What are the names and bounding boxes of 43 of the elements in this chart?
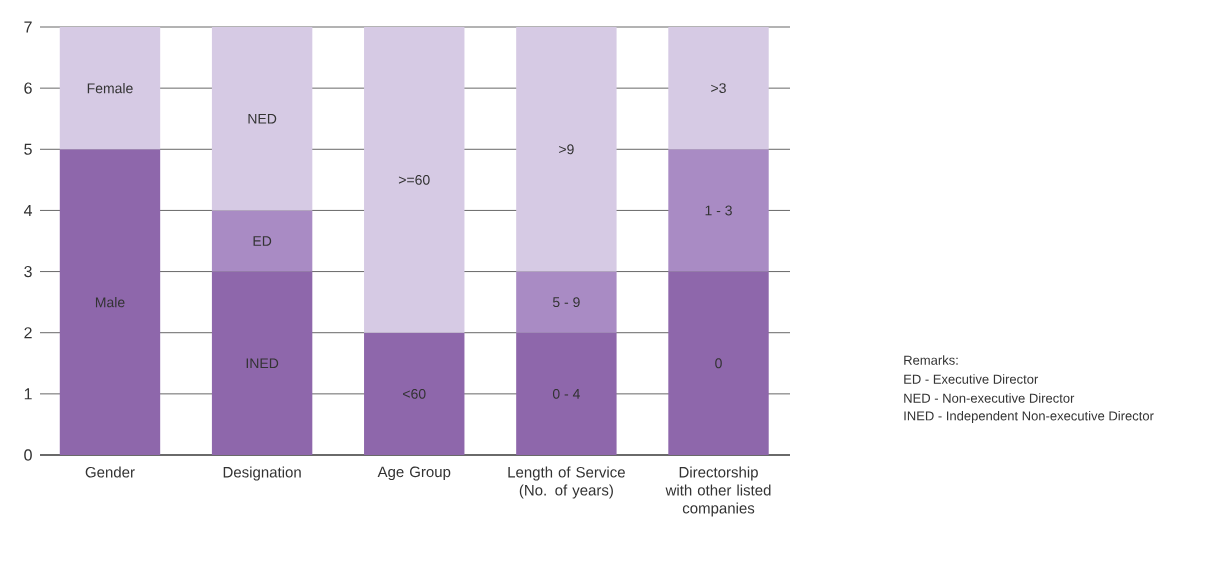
bar [668, 271, 769, 455]
bar [59, 27, 161, 150]
annotation: 1 - 3 [705, 205, 732, 216]
y-tick-label: 7 [24, 21, 32, 33]
text: ED - Executive Director [904, 374, 1039, 384]
y-tick-label: 5 [24, 143, 32, 155]
annotation: 0 [715, 358, 722, 369]
annotation: 5 - 9 [552, 297, 580, 308]
bar [668, 149, 769, 272]
annotation: >3 [711, 83, 726, 94]
annotation: <60 [403, 388, 426, 399]
y-tick-label: 2 [24, 327, 32, 339]
bar [364, 27, 465, 333]
annotation: NED [248, 113, 277, 124]
y-tick-label: 4 [23, 204, 33, 216]
x-tick-label: Designation [223, 466, 301, 481]
text: INED - Independent Non-executive Director [904, 410, 1154, 424]
bar [211, 271, 313, 455]
bar [211, 210, 313, 272]
annotation: Male [95, 297, 125, 308]
annotation: INED [246, 358, 279, 369]
y-tick-label: 1 [24, 388, 32, 400]
text: Remarks: [904, 355, 958, 365]
annotation: ED [253, 236, 272, 246]
x-tick-label: Age Group [377, 466, 451, 481]
x-tick-label: Length of Service (No. of years) [508, 466, 625, 499]
bar [516, 332, 617, 455]
y-tick-label: 6 [24, 82, 32, 94]
x-tick-label: Gender [85, 466, 135, 478]
bar [364, 332, 465, 455]
bar [516, 27, 617, 272]
annotation: Female [87, 83, 133, 94]
y-tick-label: 0 [24, 449, 32, 461]
y-tick-label: 3 [24, 265, 32, 278]
text: NED - Non-executive Director [904, 393, 1075, 403]
annotation: >9 [559, 144, 574, 155]
bar [211, 27, 313, 211]
bar [59, 149, 161, 455]
annotation: 0 - 4 [552, 388, 580, 399]
bar [516, 271, 617, 333]
x-tick-label: Directorship with other listed companies [665, 466, 771, 517]
bar [668, 27, 769, 150]
annotation: >=60 [398, 174, 430, 185]
